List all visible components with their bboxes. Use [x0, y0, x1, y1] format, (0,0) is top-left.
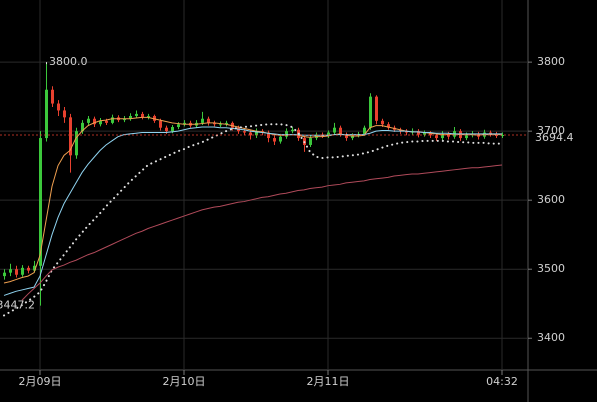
candle-body: [105, 120, 108, 123]
candle-body: [21, 267, 24, 275]
candle-body: [183, 122, 186, 125]
candle-body: [255, 131, 258, 136]
ma-line: [3, 126, 502, 296]
x-tick-label: 2月10日: [163, 375, 206, 388]
candle-body: [27, 267, 30, 271]
candle-body: [465, 135, 468, 139]
candle-body: [69, 117, 72, 156]
candle-body: [51, 89, 54, 104]
candle-body: [177, 124, 180, 128]
candle-body: [423, 132, 426, 135]
candle-body: [285, 131, 288, 137]
candle-body: [99, 120, 102, 125]
candle-body: [435, 135, 438, 139]
x-tick-label: 04:32: [486, 375, 518, 388]
y-tick-label: 3600: [537, 193, 565, 206]
candle-body: [387, 124, 390, 128]
candle-body: [141, 113, 144, 118]
ma-line: [3, 123, 503, 317]
candle-body: [369, 96, 372, 128]
y-tick-label: 3800: [537, 55, 565, 68]
candle-body: [87, 118, 90, 123]
max-label: 3800.0: [49, 55, 88, 68]
candle-body: [441, 133, 444, 139]
candle-body: [15, 269, 18, 275]
candle-body: [249, 132, 252, 136]
candle-body: [243, 131, 246, 133]
candle-body: [201, 118, 204, 123]
candle-body: [45, 89, 48, 139]
candle-body: [81, 122, 84, 132]
ma-line: [21, 164, 503, 301]
candle-body: [129, 115, 132, 119]
candle-body: [279, 136, 282, 142]
candle-body: [135, 113, 138, 116]
candle-body: [351, 135, 354, 139]
candle-body: [327, 132, 330, 136]
candle-body: [123, 118, 126, 121]
candle-body: [489, 132, 492, 134]
candle-body: [159, 120, 162, 128]
candle-body: [219, 124, 222, 126]
candle-body: [405, 131, 408, 133]
candle-body: [375, 96, 378, 121]
candle-body: [213, 122, 216, 125]
candle-body: [291, 129, 294, 132]
y-tick-label: 3500: [537, 262, 565, 275]
candle-body: [207, 118, 210, 123]
y-tick-label: 3400: [537, 331, 565, 344]
candle-body: [171, 127, 174, 132]
candle-body: [339, 127, 342, 135]
candle-body: [63, 110, 66, 118]
candle-body: [93, 118, 96, 125]
candle-body: [501, 135, 504, 137]
candle-body: [75, 131, 78, 156]
candle-body: [363, 127, 366, 134]
x-tick-label: 2月11日: [307, 375, 350, 388]
candle-body: [3, 272, 6, 277]
candle-body: [111, 117, 114, 123]
candle-body: [225, 122, 228, 125]
x-tick-label: 2月09日: [19, 375, 62, 388]
candle-body: [39, 138, 42, 266]
candle-body: [399, 129, 402, 132]
candle-body: [333, 127, 336, 133]
min-label: 3447.2: [0, 299, 35, 312]
candle-body: [165, 127, 168, 132]
candle-body: [417, 131, 420, 135]
candle-body: [273, 138, 276, 142]
candle-body: [345, 134, 348, 139]
candle-body: [381, 120, 384, 125]
candle-body: [309, 138, 312, 145]
candle-body: [147, 115, 150, 118]
candle-body: [429, 132, 432, 136]
candle-body: [33, 265, 36, 271]
y-tick-label: 3700: [537, 124, 565, 137]
last-price-label: 3694.4: [535, 131, 574, 144]
candle-body: [9, 269, 12, 273]
candle-body: [57, 103, 60, 111]
